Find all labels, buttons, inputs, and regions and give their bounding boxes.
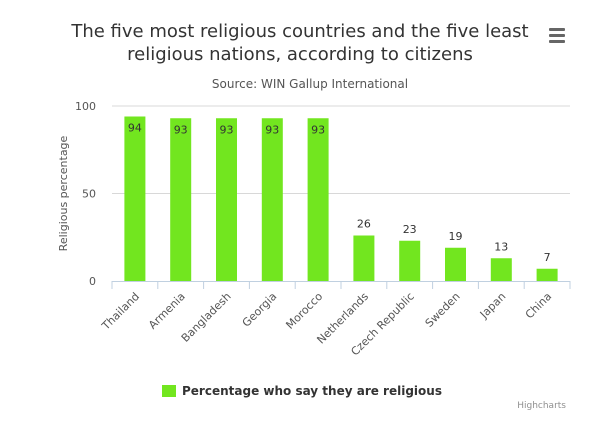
bar [307, 118, 329, 281]
bar-chart: 94 93 93 93 93 26 23 19 13 7 0 50 100 Religious perc… [57, 100, 571, 358]
bar [216, 118, 237, 281]
bar [399, 240, 421, 281]
bar [445, 247, 466, 281]
legend: Percentage who say they are religious [0, 384, 604, 400]
chart-subtitle: Source: WIN Gallup International [211, 77, 409, 91]
x-category-label: Morocco [283, 290, 325, 332]
legend-label: Percentage who say they are religious [182, 384, 442, 398]
bar [261, 118, 283, 281]
data-label: 7 [544, 251, 551, 264]
chart-title: The five most religious countries and th… [60, 20, 540, 66]
credits-link[interactable]: Highcharts [517, 401, 566, 411]
y-tick-label: 50 [82, 188, 96, 201]
x-category-label: China [523, 290, 554, 321]
bar [490, 258, 512, 281]
data-label: 94 [128, 122, 142, 135]
y-tick-label: 0 [89, 275, 96, 288]
data-label: 93 [174, 123, 188, 136]
data-label: 93 [311, 123, 325, 136]
x-category-label: Bangladesh [179, 290, 234, 345]
chart-title-line-1: The five most religious countries and th… [71, 21, 529, 42]
bar [353, 235, 375, 281]
legend-item[interactable]: Percentage who say they are religious [162, 384, 442, 398]
x-category-label: Armenia [146, 290, 188, 332]
legend-swatch [162, 385, 176, 397]
hamburger-menu-icon[interactable] [547, 26, 567, 44]
data-label: 26 [357, 218, 371, 231]
x-category-label: Georgia [240, 290, 280, 330]
data-label: 93 [220, 123, 234, 136]
data-label: 19 [449, 230, 463, 243]
y-tick-label: 100 [75, 100, 96, 113]
bar [124, 116, 146, 281]
x-category-label: Sweden [423, 290, 463, 330]
data-label: 13 [494, 240, 508, 253]
y-axis-title: Religious percentage [57, 135, 70, 251]
x-category-label: Thailand [99, 290, 142, 333]
bar [170, 118, 192, 281]
data-label: 23 [403, 223, 417, 236]
data-label: 93 [265, 123, 279, 136]
chart-title-line-2: religious nations, according to citizens [127, 44, 473, 65]
x-category-label: Japan [477, 290, 509, 322]
bar [536, 268, 558, 281]
